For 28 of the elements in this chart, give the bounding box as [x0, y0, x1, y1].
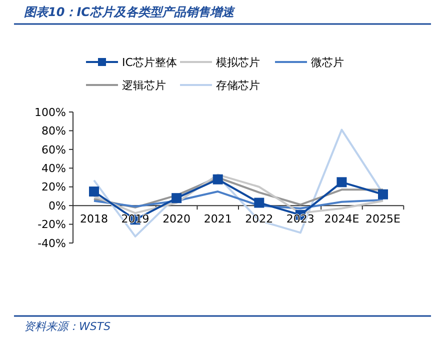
- legend-label: 微芯片: [311, 56, 344, 69]
- legend-label: 存储芯片: [216, 78, 260, 92]
- x-tick-label: 2021: [204, 212, 232, 226]
- point: [172, 193, 182, 204]
- y-tick-label: 80%: [42, 124, 66, 138]
- text: 资料来源：WSTS: [24, 320, 111, 333]
- legend-label: IC芯片整体: [122, 56, 177, 69]
- chart-title: 图表10：IC芯片及各类型产品销售增速: [24, 5, 236, 19]
- point: [336, 177, 347, 188]
- point: [378, 189, 388, 200]
- point: [254, 198, 264, 208]
- legend-label: 逻辑芯片: [122, 78, 166, 92]
- y-tick-label: 100%: [34, 106, 66, 119]
- point: [212, 174, 223, 184]
- y-tick-label: 60%: [42, 143, 66, 156]
- y-tick-label: -40%: [38, 236, 66, 250]
- x-tick-label: 2024E: [324, 212, 360, 226]
- legend-label: 模拟芯片: [216, 56, 260, 69]
- x-tick-label: 2018: [80, 212, 108, 226]
- y-tick-label: -20%: [38, 218, 66, 232]
- point: [89, 186, 99, 197]
- x-tick-label: 2025E: [366, 212, 401, 226]
- x-tick-label: 2022: [245, 212, 274, 226]
- y-tick-label: 40%: [42, 162, 66, 175]
- y-tick-label: 0%: [48, 199, 66, 212]
- x-tick-label: 2020: [162, 212, 191, 226]
- x-tick-label: 2023: [286, 212, 314, 226]
- y-tick-label: 20%: [42, 180, 66, 194]
